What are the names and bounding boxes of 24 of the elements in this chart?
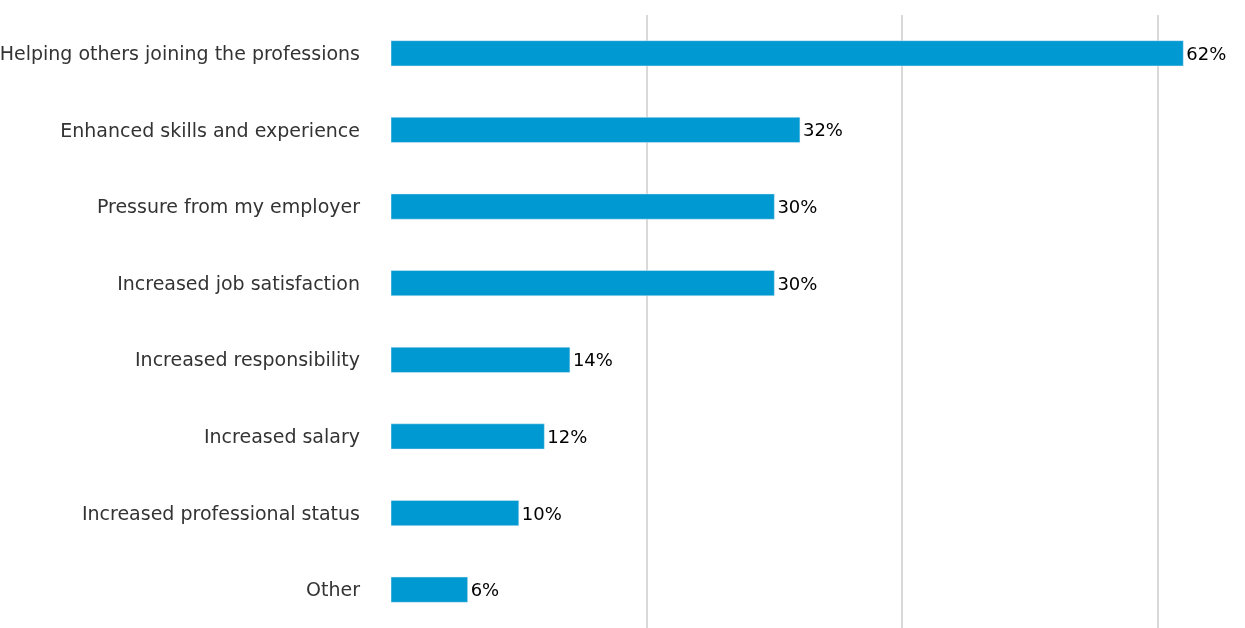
bar bbox=[391, 193, 775, 220]
data-label: 62% bbox=[1186, 42, 1227, 64]
bar bbox=[391, 346, 571, 373]
data-label: 6% bbox=[470, 579, 500, 601]
data-label: 10% bbox=[521, 502, 562, 524]
y-tick-label: Increased job satisfaction bbox=[117, 271, 360, 294]
bar bbox=[391, 117, 801, 143]
y-tick-label: Increased professional status bbox=[81, 501, 360, 524]
data-label: 32% bbox=[802, 119, 843, 141]
bar bbox=[391, 270, 775, 297]
y-tick-label: Increased salary bbox=[203, 425, 360, 448]
bar bbox=[391, 500, 520, 526]
data-label: 30% bbox=[777, 196, 818, 218]
bar bbox=[391, 576, 468, 603]
data-label: 12% bbox=[547, 425, 588, 447]
y-tick-label: Increased responsibility bbox=[135, 348, 360, 371]
data-label: 30% bbox=[777, 272, 818, 294]
bar bbox=[391, 423, 545, 450]
y-tick-label: Helping others joining the professions bbox=[0, 41, 360, 64]
data-label: 14% bbox=[572, 349, 613, 371]
bar bbox=[391, 40, 1184, 67]
y-tick-label: Enhanced skills and experience bbox=[60, 118, 360, 141]
y-tick-label: Other bbox=[306, 578, 361, 601]
y-tick-label: Pressure from my employer bbox=[96, 195, 361, 218]
